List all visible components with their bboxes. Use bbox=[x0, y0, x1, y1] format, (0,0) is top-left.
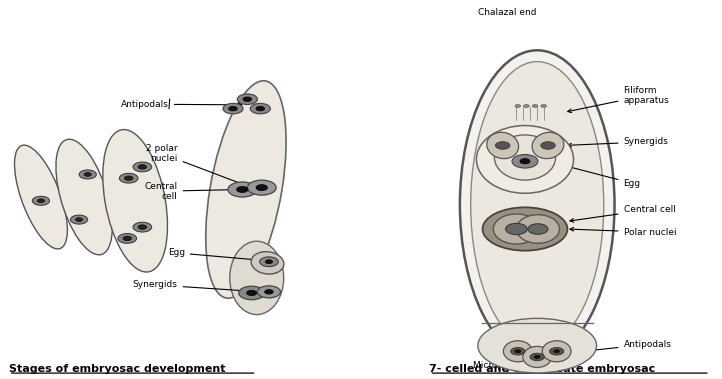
Circle shape bbox=[505, 223, 527, 235]
Ellipse shape bbox=[206, 81, 286, 298]
Circle shape bbox=[76, 218, 82, 221]
Circle shape bbox=[239, 286, 265, 300]
Circle shape bbox=[247, 290, 257, 296]
Circle shape bbox=[549, 348, 564, 355]
Text: Stages of embryosac development: Stages of embryosac development bbox=[9, 364, 225, 374]
Circle shape bbox=[119, 173, 138, 183]
Ellipse shape bbox=[532, 132, 564, 159]
Circle shape bbox=[258, 286, 280, 298]
Circle shape bbox=[528, 224, 548, 234]
Text: Central cell: Central cell bbox=[570, 205, 675, 222]
Text: Chalazal end: Chalazal end bbox=[478, 8, 536, 17]
Circle shape bbox=[512, 155, 538, 168]
Circle shape bbox=[495, 142, 510, 149]
Text: 2 polar
nuclei: 2 polar nuclei bbox=[146, 144, 248, 186]
Ellipse shape bbox=[477, 125, 573, 193]
Circle shape bbox=[541, 142, 555, 149]
Ellipse shape bbox=[516, 215, 560, 243]
Circle shape bbox=[138, 164, 147, 169]
Circle shape bbox=[118, 233, 136, 243]
Text: 7- celled and 8- nucleate embryosac: 7- celled and 8- nucleate embryosac bbox=[430, 364, 656, 374]
Ellipse shape bbox=[460, 50, 614, 359]
Ellipse shape bbox=[14, 145, 67, 249]
Text: Micropylar end: Micropylar end bbox=[474, 361, 541, 370]
Circle shape bbox=[32, 196, 50, 205]
Circle shape bbox=[138, 225, 147, 229]
Circle shape bbox=[534, 356, 540, 359]
Circle shape bbox=[133, 222, 152, 232]
Ellipse shape bbox=[487, 132, 518, 159]
Circle shape bbox=[515, 350, 521, 353]
Circle shape bbox=[523, 105, 529, 108]
Text: Egg: Egg bbox=[559, 163, 640, 188]
Circle shape bbox=[248, 180, 276, 195]
Circle shape bbox=[223, 103, 243, 114]
Circle shape bbox=[79, 170, 96, 179]
Circle shape bbox=[38, 199, 45, 203]
Circle shape bbox=[133, 162, 152, 172]
Text: Polar nuclei: Polar nuclei bbox=[570, 227, 676, 236]
Ellipse shape bbox=[471, 61, 604, 348]
Ellipse shape bbox=[493, 214, 539, 244]
Circle shape bbox=[265, 290, 273, 294]
Text: Central
cell: Central cell bbox=[144, 182, 238, 201]
Ellipse shape bbox=[495, 135, 555, 180]
Circle shape bbox=[520, 159, 530, 164]
Circle shape bbox=[530, 353, 544, 361]
Circle shape bbox=[124, 176, 133, 180]
Ellipse shape bbox=[482, 207, 567, 251]
Circle shape bbox=[243, 97, 252, 102]
Circle shape bbox=[554, 350, 560, 353]
Circle shape bbox=[515, 105, 521, 108]
Circle shape bbox=[541, 105, 547, 108]
Ellipse shape bbox=[56, 139, 112, 255]
Circle shape bbox=[228, 182, 257, 197]
Ellipse shape bbox=[230, 241, 284, 315]
Text: Synergids: Synergids bbox=[133, 280, 256, 293]
Circle shape bbox=[251, 103, 270, 114]
Circle shape bbox=[84, 172, 91, 176]
Circle shape bbox=[123, 236, 131, 241]
Circle shape bbox=[532, 105, 538, 108]
Text: Filiform
apparatus: Filiform apparatus bbox=[567, 86, 669, 113]
Circle shape bbox=[71, 215, 87, 224]
Ellipse shape bbox=[478, 318, 596, 373]
Ellipse shape bbox=[103, 130, 168, 272]
Circle shape bbox=[256, 106, 265, 111]
Circle shape bbox=[510, 348, 525, 355]
Ellipse shape bbox=[542, 341, 571, 362]
Text: Antipodals: Antipodals bbox=[580, 340, 671, 353]
Circle shape bbox=[260, 257, 278, 266]
Circle shape bbox=[229, 106, 238, 111]
Text: Antipodals: Antipodals bbox=[121, 100, 242, 109]
Ellipse shape bbox=[503, 341, 532, 362]
Ellipse shape bbox=[523, 346, 552, 368]
Text: Egg: Egg bbox=[168, 248, 266, 262]
Ellipse shape bbox=[251, 252, 284, 274]
Circle shape bbox=[238, 94, 258, 105]
Circle shape bbox=[266, 260, 272, 264]
Circle shape bbox=[237, 186, 248, 193]
Circle shape bbox=[256, 185, 268, 191]
Text: Synergids: Synergids bbox=[567, 137, 669, 147]
